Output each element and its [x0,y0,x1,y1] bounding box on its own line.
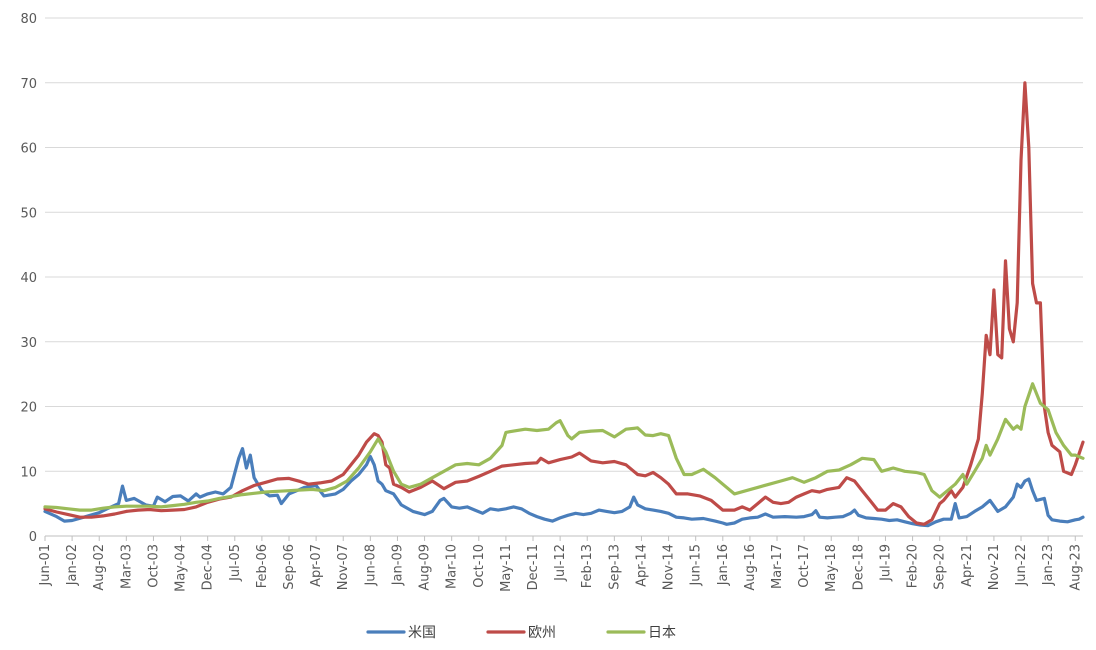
y-tick-label: 80 [20,12,37,27]
legend-label: 欧州 [528,625,556,641]
x-tick-label: Jan-02 [65,544,80,586]
x-tick-label: Nov-21 [987,544,1002,590]
legend-label: 米国 [408,625,436,641]
x-tick-label: Jan-09 [390,544,405,586]
x-tick-label: Aug-02 [92,544,107,591]
y-tick-label: 50 [20,206,37,221]
x-tick-label: Apr-21 [960,544,975,587]
series-line-1 [43,447,1085,528]
x-tick-label: Jul-19 [878,544,893,582]
legend: 米国 欧州 日本 [366,625,676,641]
x-tick-label: Apr-07 [309,544,324,587]
x-tick-label: Mar-03 [119,544,134,589]
gridlines [45,17,1083,472]
x-tick-label: Oct-10 [472,544,487,588]
x-tick-label: Jun-22 [1014,544,1029,587]
y-tick-label: 10 [20,465,37,480]
x-tick-label: Sep-20 [933,544,948,590]
x-tick-label: Oct-17 [797,544,812,588]
x-tick-label: Mar-10 [445,544,460,589]
y-tick-label: 0 [29,530,37,545]
x-tick-label: Jun-01 [38,544,53,587]
x-tick-label: Oct-03 [146,544,161,588]
x-tick-label: Feb-20 [906,544,921,588]
x-tick-label: May-04 [174,544,189,592]
y-tick-label: 20 [20,401,37,416]
x-tick-label: Dec-04 [201,544,216,590]
x-tick-label: Nov-07 [336,544,351,590]
x-tick-label: Aug-23 [1068,544,1083,591]
y-tick-label: 70 [20,77,37,92]
x-tick-label: Sep-06 [282,544,297,590]
x-tick-label: Jan-23 [1041,544,1056,586]
x-tick-label: Nov-14 [662,544,677,590]
x-tick-label: Aug-09 [418,544,433,591]
y-axis: 0 10 20 30 40 50 60 70 80 [20,12,37,545]
x-tick-label: Jul-05 [228,544,243,582]
x-tick-label: Jul-12 [553,544,568,582]
x-axis: Jun-01 Jan-02 Aug-02 Mar-03 Oct-03 May-04 Dec-… [38,535,1083,592]
x-tick-label: May-11 [499,544,514,592]
series-line-3 [43,382,1085,512]
x-tick-label: Mar-17 [770,544,785,589]
x-tick-label: Apr-14 [634,544,649,587]
x-tick-label: Jan-16 [716,544,731,586]
x-tick-label: May-18 [824,544,839,592]
x-tick-label: Dec-18 [851,544,866,590]
series-lines [43,81,1085,528]
y-tick-label: 40 [20,271,37,286]
legend-label: 日本 [648,625,676,641]
x-tick-label: Dec-11 [526,544,541,590]
x-tick-label: Jun-08 [363,544,378,587]
x-tick-label: Feb-13 [580,544,595,588]
x-tick-label: Feb-06 [255,544,270,588]
x-tick-label: Jun-15 [689,544,704,587]
x-tick-label: Aug-16 [743,544,758,591]
y-tick-label: 30 [20,336,37,351]
series-line-2 [43,81,1085,526]
y-tick-label: 60 [20,142,37,157]
x-tick-label: Sep-13 [607,544,622,590]
